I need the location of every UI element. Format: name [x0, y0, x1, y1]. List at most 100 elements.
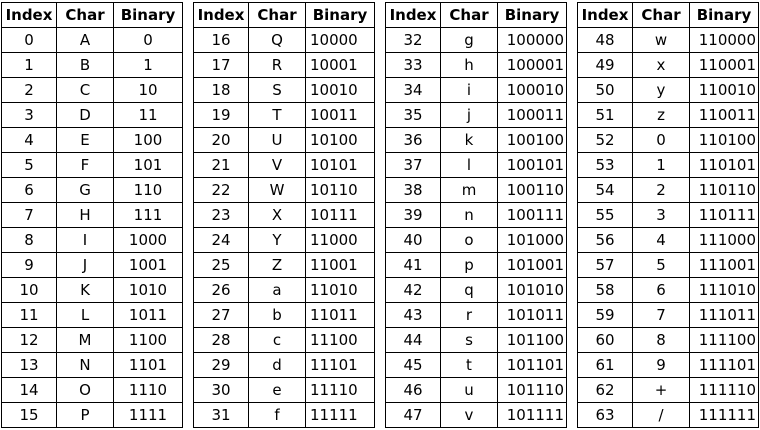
index-cell: 28 — [193, 327, 249, 353]
char-cell: c — [248, 327, 306, 353]
table-row: 50 y 110010 — [577, 77, 759, 103]
char-cell: B — [56, 52, 114, 78]
binary-cell: 10010 — [305, 77, 375, 103]
index-cell: 5 — [1, 152, 57, 178]
index-cell: 1 — [1, 52, 57, 78]
table-row: 54 2 110110 — [577, 177, 759, 203]
table-row: 53 1 110101 — [577, 152, 759, 178]
binary-cell: 101010 — [497, 277, 567, 303]
index-cell: 15 — [1, 402, 57, 428]
char-cell: t — [440, 352, 498, 378]
binary-cell: 100001 — [497, 52, 567, 78]
char-cell: i — [440, 77, 498, 103]
table-row: 57 5 111001 — [577, 252, 759, 278]
binary-cell: 111011 — [689, 302, 759, 328]
char-cell: a — [248, 277, 306, 303]
index-cell: 36 — [385, 127, 441, 153]
binary-cell: 10 — [113, 77, 183, 103]
table-row: 44 s 101100 — [385, 327, 567, 353]
char-cell: U — [248, 127, 306, 153]
char-cell: K — [56, 277, 114, 303]
char-cell: z — [632, 102, 690, 128]
binary-cell: 100110 — [497, 177, 567, 203]
base64-table-panel-3: Index Char Binary 32 g 100000 33 h 100001 34 i 1… — [385, 2, 567, 428]
index-cell: 52 — [577, 127, 633, 153]
table-row: 6 G 110 — [1, 177, 183, 203]
binary-cell: 10110 — [305, 177, 375, 203]
index-cell: 60 — [577, 327, 633, 353]
header-char: Char — [440, 2, 498, 28]
char-cell: I — [56, 227, 114, 253]
char-cell: Q — [248, 27, 306, 53]
binary-cell: 101100 — [497, 327, 567, 353]
char-cell: k — [440, 127, 498, 153]
char-cell: q — [440, 277, 498, 303]
header-char: Char — [248, 2, 306, 28]
char-cell: / — [632, 402, 690, 428]
char-cell: n — [440, 202, 498, 228]
table-row: 17 R 10001 — [193, 52, 375, 78]
binary-cell: 110111 — [689, 202, 759, 228]
char-cell: u — [440, 377, 498, 403]
index-cell: 9 — [1, 252, 57, 278]
index-cell: 32 — [385, 27, 441, 53]
binary-cell: 10111 — [305, 202, 375, 228]
binary-cell: 11010 — [305, 277, 375, 303]
binary-cell: 10011 — [305, 102, 375, 128]
table-row: 33 h 100001 — [385, 52, 567, 78]
char-cell: o — [440, 227, 498, 253]
char-cell: F — [56, 152, 114, 178]
binary-cell: 111 — [113, 202, 183, 228]
char-cell: f — [248, 402, 306, 428]
index-cell: 19 — [193, 102, 249, 128]
table-row: 47 v 101111 — [385, 402, 567, 428]
binary-cell: 10001 — [305, 52, 375, 78]
binary-cell: 110100 — [689, 127, 759, 153]
index-cell: 21 — [193, 152, 249, 178]
index-cell: 45 — [385, 352, 441, 378]
table-row: 60 8 111100 — [577, 327, 759, 353]
binary-cell: 1100 — [113, 327, 183, 353]
table-row: 43 r 101011 — [385, 302, 567, 328]
char-cell: P — [56, 402, 114, 428]
char-cell: 1 — [632, 152, 690, 178]
binary-cell: 101011 — [497, 302, 567, 328]
char-cell: Y — [248, 227, 306, 253]
char-cell: D — [56, 102, 114, 128]
header-index: Index — [385, 2, 441, 28]
binary-cell: 111000 — [689, 227, 759, 253]
binary-cell: 11100 — [305, 327, 375, 353]
binary-cell: 101101 — [497, 352, 567, 378]
char-cell: g — [440, 27, 498, 53]
binary-cell: 11101 — [305, 352, 375, 378]
base64-table-panel-2: Index Char Binary 16 Q 10000 17 R 10001 18 S 100… — [193, 2, 375, 428]
char-cell: 9 — [632, 352, 690, 378]
table-row: 26 a 11010 — [193, 277, 375, 303]
index-cell: 41 — [385, 252, 441, 278]
char-cell: M — [56, 327, 114, 353]
table-row: 52 0 110100 — [577, 127, 759, 153]
index-cell: 20 — [193, 127, 249, 153]
char-cell: r — [440, 302, 498, 328]
char-cell: v — [440, 402, 498, 428]
table-row: 56 4 111000 — [577, 227, 759, 253]
binary-cell: 100111 — [497, 202, 567, 228]
table-row: 25 Z 11001 — [193, 252, 375, 278]
binary-cell: 11001 — [305, 252, 375, 278]
char-cell: 3 — [632, 202, 690, 228]
char-cell: W — [248, 177, 306, 203]
char-cell: O — [56, 377, 114, 403]
index-cell: 40 — [385, 227, 441, 253]
table-row: 55 3 110111 — [577, 202, 759, 228]
char-cell: j — [440, 102, 498, 128]
table-row: 4 E 100 — [1, 127, 183, 153]
binary-cell: 110101 — [689, 152, 759, 178]
binary-cell: 100100 — [497, 127, 567, 153]
binary-cell: 111111 — [689, 402, 759, 428]
char-cell: J — [56, 252, 114, 278]
table-row: 19 T 10011 — [193, 102, 375, 128]
index-cell: 23 — [193, 202, 249, 228]
table-row: 30 e 11110 — [193, 377, 375, 403]
char-cell: 8 — [632, 327, 690, 353]
table-row: 49 x 110001 — [577, 52, 759, 78]
